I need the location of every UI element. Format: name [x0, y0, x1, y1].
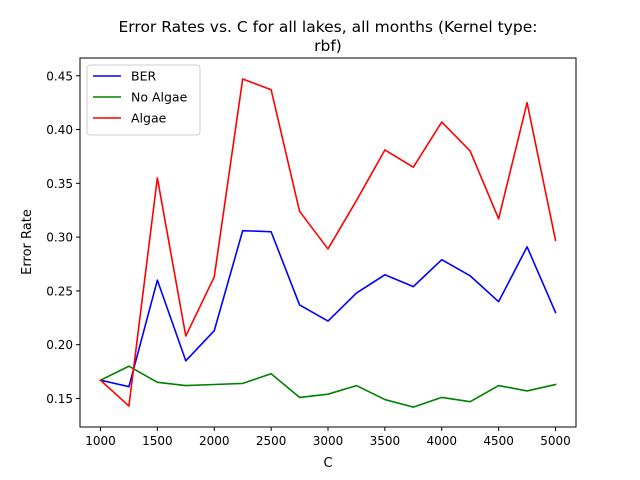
y-axis-label: Error Rate — [20, 209, 35, 275]
x-tick-label: 1000 — [85, 434, 116, 448]
y-tick-label: 0.40 — [46, 123, 73, 137]
x-tick-label: 2500 — [256, 434, 287, 448]
x-tick-label: 4000 — [426, 434, 457, 448]
x-tick-label: 3000 — [313, 434, 344, 448]
series-line-ber — [99, 229, 557, 388]
chart-title-line1: Error Rates vs. C for all lakes, all mon… — [119, 18, 538, 36]
legend-label-no-algae: No Algae — [131, 90, 188, 105]
series-line-algae — [99, 78, 557, 407]
y-tick-label: 0.15 — [46, 392, 73, 406]
series-line-no-algae — [99, 365, 557, 408]
x-tick-label: 3500 — [370, 434, 401, 448]
chart-title-line2: rbf) — [314, 37, 342, 55]
y-tick-label: 0.20 — [46, 338, 73, 352]
plot-lines — [99, 78, 557, 408]
y-tick-label: 0.45 — [46, 69, 73, 83]
legend: BER No Algae Algae — [86, 64, 201, 136]
x-tick-label: 5000 — [540, 434, 571, 448]
x-tick-label: 4500 — [483, 434, 514, 448]
y-tick-label: 0.25 — [46, 284, 73, 298]
y-tick-label: 0.30 — [46, 231, 73, 245]
y-axis-ticks: 0.15 0.20 0.25 0.30 0.35 0.40 0.45 — [46, 69, 80, 406]
legend-label-ber: BER — [131, 69, 156, 84]
x-tick-label: 2000 — [199, 434, 230, 448]
x-tick-label: 1500 — [142, 434, 173, 448]
x-axis-label: C — [323, 456, 332, 471]
x-axis-ticks: 1000 1500 2000 2500 3000 3500 4000 4500 5000 — [85, 427, 571, 448]
legend-label-algae: Algae — [131, 111, 167, 126]
y-tick-label: 0.35 — [46, 177, 73, 191]
